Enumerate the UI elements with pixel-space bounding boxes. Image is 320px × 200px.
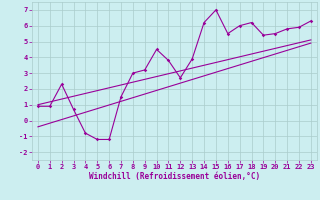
X-axis label: Windchill (Refroidissement éolien,°C): Windchill (Refroidissement éolien,°C): [89, 172, 260, 181]
